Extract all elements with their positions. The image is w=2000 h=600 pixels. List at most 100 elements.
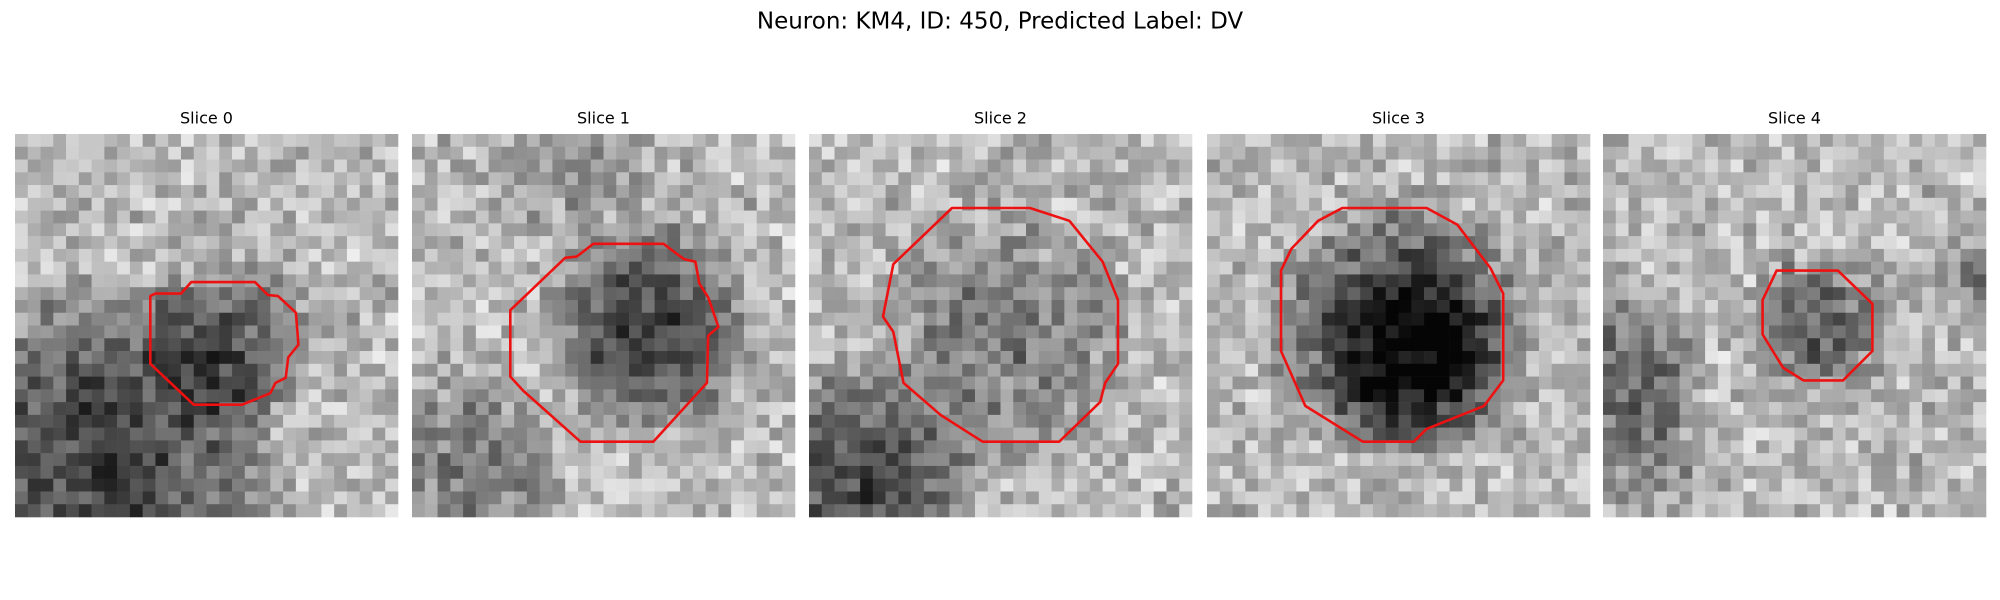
pixel xyxy=(1283,274,1297,288)
pixel xyxy=(1000,274,1014,288)
pixel xyxy=(769,299,783,314)
pixel xyxy=(193,389,207,403)
pixel xyxy=(590,185,604,199)
pixel xyxy=(1000,210,1014,224)
pixel xyxy=(244,134,258,148)
pixel xyxy=(1603,299,1617,314)
pixel xyxy=(1283,478,1297,492)
pixel xyxy=(923,134,937,148)
pixel xyxy=(308,210,322,224)
pixel xyxy=(1858,338,1872,352)
pixel xyxy=(1064,236,1078,250)
pixel xyxy=(295,402,309,416)
pixel xyxy=(1064,146,1078,160)
pixel xyxy=(514,363,528,377)
pixel xyxy=(308,363,322,377)
pixel xyxy=(1475,325,1489,339)
pixel xyxy=(104,223,118,237)
pixel xyxy=(27,465,41,479)
pixel xyxy=(1794,389,1808,403)
pixel xyxy=(1051,287,1065,301)
pixel xyxy=(654,338,668,352)
pixel xyxy=(1026,261,1040,275)
pixel xyxy=(1871,261,1885,275)
pixel xyxy=(15,504,29,518)
pixel xyxy=(1922,427,1936,441)
pixel xyxy=(270,274,284,288)
pixel xyxy=(1000,351,1014,365)
pixel xyxy=(782,351,796,365)
pixel xyxy=(53,146,67,160)
pixel xyxy=(219,427,233,441)
pixel xyxy=(1000,185,1014,199)
pixel xyxy=(1128,223,1142,237)
pixel xyxy=(1449,185,1463,199)
pixel xyxy=(577,197,592,211)
pixel xyxy=(1692,402,1706,416)
pixel xyxy=(1258,414,1272,428)
pixel xyxy=(1424,210,1438,224)
pixel xyxy=(552,197,566,211)
pixel xyxy=(539,427,553,441)
pixel xyxy=(450,185,464,199)
pixel xyxy=(1960,325,1974,339)
pixel xyxy=(654,185,668,199)
pixel xyxy=(1564,338,1578,352)
pixel xyxy=(590,440,604,454)
pixel xyxy=(936,312,950,326)
pixel xyxy=(15,197,29,211)
pixel xyxy=(1934,172,1948,186)
pixel xyxy=(898,287,912,301)
pixel xyxy=(1411,478,1425,492)
pixel xyxy=(769,325,783,339)
pixel xyxy=(1973,389,1987,403)
pixel xyxy=(424,363,438,377)
pixel xyxy=(1577,504,1591,518)
pixel xyxy=(1462,427,1476,441)
pixel xyxy=(1692,338,1706,352)
pixel xyxy=(1692,159,1706,173)
pixel xyxy=(142,210,156,224)
pixel xyxy=(1140,465,1154,479)
pixel xyxy=(603,478,617,492)
pixel xyxy=(321,325,335,339)
pixel xyxy=(1692,312,1706,326)
pixel xyxy=(1934,414,1948,428)
pixel xyxy=(1089,453,1103,467)
pixel xyxy=(1781,389,1795,403)
pixel xyxy=(692,172,706,186)
pixel xyxy=(1245,274,1259,288)
pixel xyxy=(232,210,246,224)
pixel xyxy=(295,210,309,224)
pixel xyxy=(257,414,271,428)
pixel xyxy=(1807,312,1821,326)
pixel xyxy=(1551,172,1565,186)
pixel xyxy=(1526,159,1540,173)
pixel xyxy=(117,197,131,211)
pixel xyxy=(769,274,783,288)
pixel xyxy=(1013,223,1027,237)
pixel xyxy=(539,402,553,416)
pixel xyxy=(1922,236,1936,250)
pixel xyxy=(1051,504,1065,518)
pixel xyxy=(15,210,29,224)
pixel xyxy=(872,274,886,288)
pixel xyxy=(1424,478,1438,492)
pixel xyxy=(1807,427,1821,441)
panel: Slice 0 xyxy=(15,109,399,518)
pixel xyxy=(974,338,989,352)
pixel xyxy=(1973,465,1987,479)
pixel xyxy=(346,172,360,186)
pixel xyxy=(629,159,643,173)
pixel xyxy=(1064,376,1078,390)
pixel xyxy=(1296,465,1310,479)
pixel xyxy=(1654,478,1668,492)
pixel xyxy=(270,351,284,365)
pixel xyxy=(168,491,182,505)
pixel xyxy=(1858,287,1872,301)
pixel xyxy=(1564,210,1578,224)
pixel xyxy=(206,159,220,173)
pixel xyxy=(142,504,156,518)
pixel xyxy=(1207,236,1221,250)
pixel xyxy=(15,236,29,250)
